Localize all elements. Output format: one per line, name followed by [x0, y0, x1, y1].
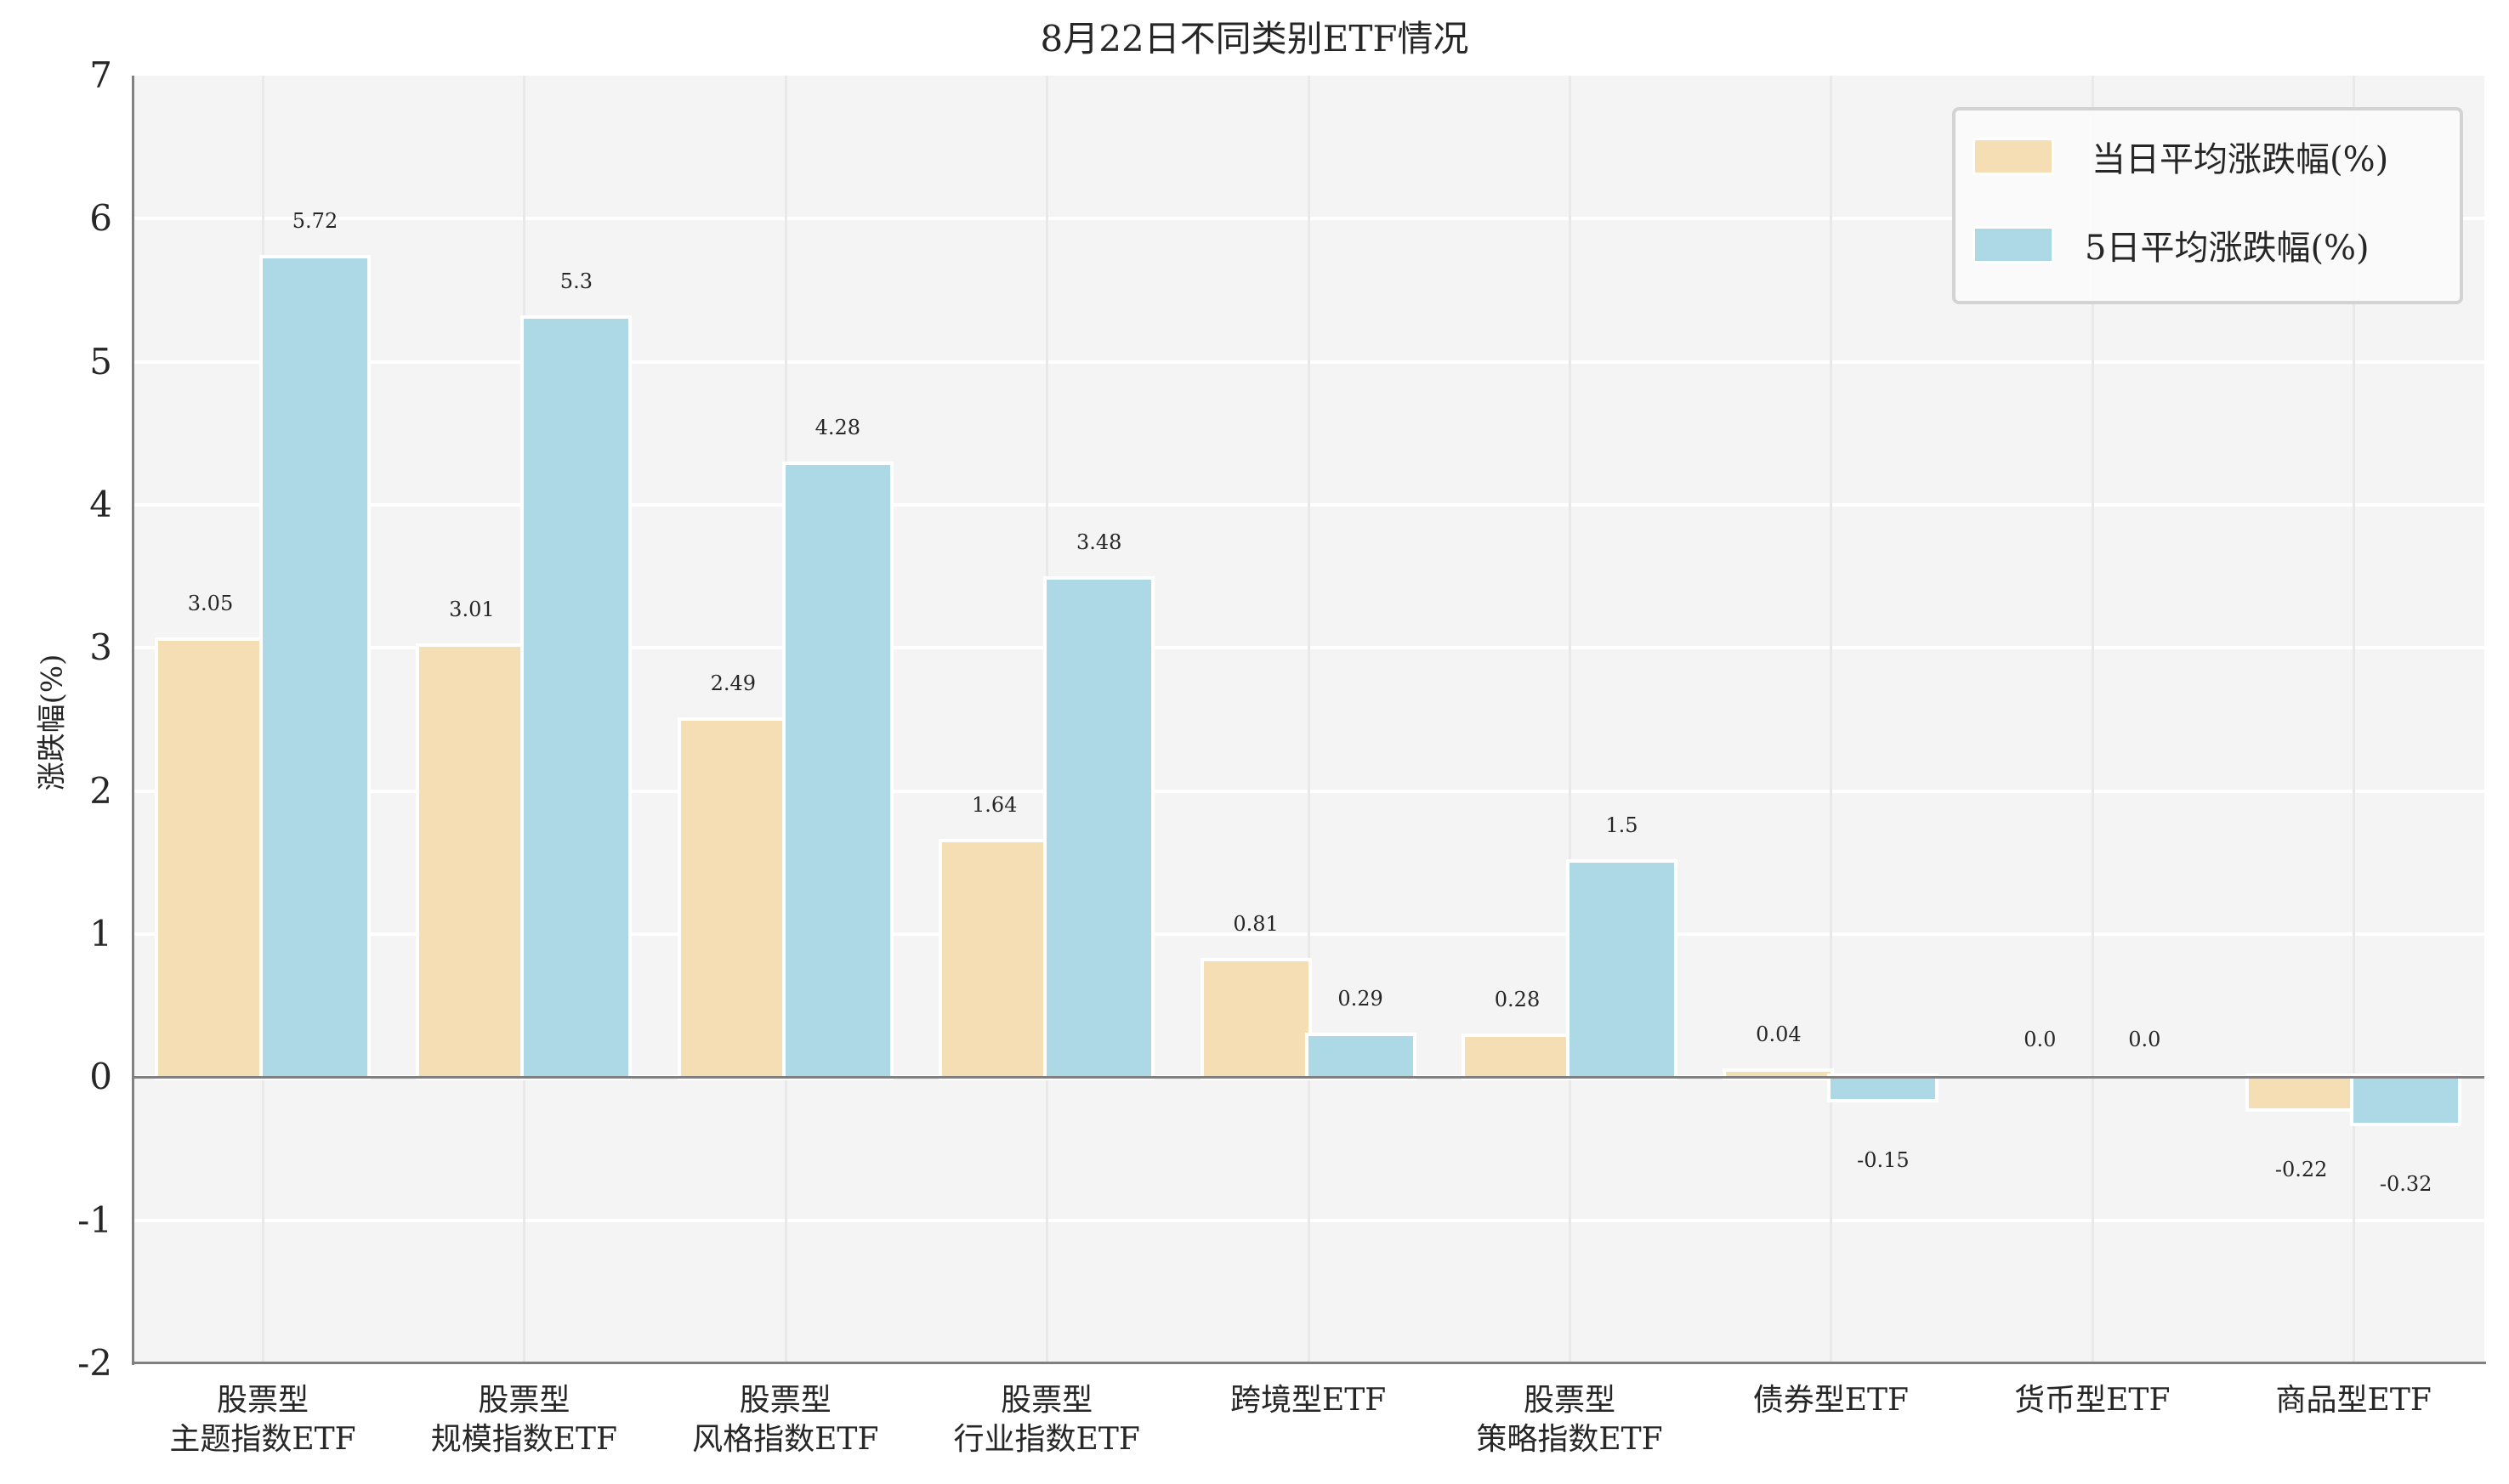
bar-value-label: 3.05: [187, 591, 234, 615]
bar-value-label: 0.0: [2024, 1028, 2057, 1052]
legend-swatch-daily: [1973, 138, 2054, 175]
bar-daily: [677, 717, 789, 1081]
x-tick-label: 股票型主题指数ETF: [135, 1381, 390, 1459]
x-tick-label-line: 主题指数ETF: [169, 1422, 356, 1457]
legend-swatch-5day: [1973, 226, 2054, 263]
y-axis-line: [132, 76, 134, 1365]
legend-item-5day: 5日平均涨跌幅(%): [1973, 219, 2370, 270]
bar-value-label: 3.01: [449, 597, 495, 621]
x-tick-label-line: 规模指数ETF: [430, 1422, 618, 1457]
y-tick-label: 3: [89, 626, 112, 669]
bar-value-label: -0.15: [1857, 1147, 1910, 1172]
y-tick-label: -1: [77, 1198, 112, 1241]
x-tick-label-line: 股票型: [216, 1383, 309, 1418]
y-tick-label: -2: [77, 1342, 112, 1384]
bar-value-label: -0.22: [2274, 1158, 2328, 1182]
bar-value-label: 0.29: [1337, 986, 1383, 1011]
bar-value-label: 5.72: [292, 209, 338, 234]
x-axis-line: [132, 1362, 2486, 1364]
bar-5day: [1043, 575, 1155, 1081]
y-tick-label: 2: [89, 769, 112, 812]
legend-label-daily: 当日平均涨跌幅(%): [2092, 140, 2389, 179]
bar-value-label: 0.0: [2128, 1028, 2161, 1052]
x-tick-label-line: 货币型ETF: [2014, 1383, 2171, 1418]
x-tick-label: 跨境型ETF: [1181, 1381, 1436, 1420]
bar-daily: [416, 643, 528, 1081]
bar-value-label: 0.28: [1494, 988, 1541, 1012]
x-tick-label-line: 股票型: [478, 1383, 570, 1418]
bar-5day: [2350, 1073, 2462, 1127]
bar-value-label: 1.64: [971, 793, 1018, 818]
bar-daily: [1200, 957, 1312, 1081]
bar-value-label: 0.81: [1233, 911, 1279, 936]
x-tick-label: 商品型ETF: [2226, 1381, 2481, 1420]
x-tick-label-line: 风格指数ETF: [692, 1422, 879, 1457]
bar-value-label: 5.3: [559, 269, 593, 294]
v-gridline: [1307, 76, 1310, 1363]
bar-5day: [1566, 858, 1677, 1081]
bar-daily: [155, 637, 266, 1081]
bar-value-label: 3.48: [1076, 530, 1122, 554]
y-axis-label: 涨跌幅(%): [35, 654, 70, 791]
zero-line: [133, 1076, 2484, 1079]
x-tick-label-line: 债券型ETF: [1752, 1383, 1910, 1418]
y-tick-label: 1: [89, 913, 112, 954]
v-gridline: [1830, 76, 1833, 1363]
legend-label-5day: 5日平均涨跌幅(%): [2085, 229, 2370, 268]
x-tick-label-line: 股票型: [1001, 1383, 1093, 1418]
x-tick-label-line: 股票型: [739, 1383, 832, 1418]
bar-5day: [781, 461, 894, 1081]
bar-value-label: 2.49: [710, 671, 757, 696]
bar-value-label: 4.28: [815, 415, 861, 439]
x-tick-label-line: 跨境型ETF: [1229, 1383, 1387, 1418]
x-tick-label-line: 商品型ETF: [2275, 1383, 2432, 1418]
x-tick-label-line: 行业指数ETF: [953, 1422, 1140, 1457]
y-tick-label: 4: [89, 484, 112, 525]
bar-value-label: 1.5: [1605, 813, 1638, 837]
y-tick-label: 0: [89, 1056, 112, 1098]
bar-5day: [259, 255, 371, 1081]
bar-value-label: -0.32: [2379, 1172, 2432, 1197]
bar-daily: [2245, 1073, 2358, 1113]
x-tick-label: 股票型风格指数ETF: [658, 1381, 913, 1459]
x-tick-label-line: 策略指数ETF: [1476, 1422, 1663, 1457]
v-gridline: [1569, 76, 1571, 1363]
x-tick-label: 股票型规模指数ETF: [396, 1381, 651, 1459]
y-tick-label: 5: [89, 340, 112, 382]
bar-daily: [1462, 1034, 1573, 1081]
x-tick-label: 股票型策略指数ETF: [1442, 1381, 1697, 1459]
x-tick-label: 股票型行业指数ETF: [919, 1381, 1174, 1459]
v-gridline: [2353, 76, 2356, 1363]
bar-daily: [939, 839, 1051, 1081]
x-tick-label-line: 股票型: [1523, 1383, 1615, 1418]
bar-5day: [520, 315, 633, 1081]
legend-item-daily: 当日平均涨跌幅(%): [1973, 131, 2388, 182]
y-tick-label: 6: [89, 197, 112, 240]
x-tick-label: 货币型ETF: [1965, 1381, 2220, 1420]
bar-value-label: 0.04: [1756, 1022, 1802, 1046]
v-gridline: [2091, 76, 2094, 1363]
x-tick-label: 债券型ETF: [1703, 1381, 1958, 1420]
bar-5day: [1304, 1032, 1416, 1081]
chart-title: 8月22日不同类别ETF情况: [1040, 18, 1469, 59]
y-tick-label: 7: [89, 54, 112, 96]
legend: 当日平均涨跌幅(%) 5日平均涨跌幅(%): [1952, 107, 2463, 304]
